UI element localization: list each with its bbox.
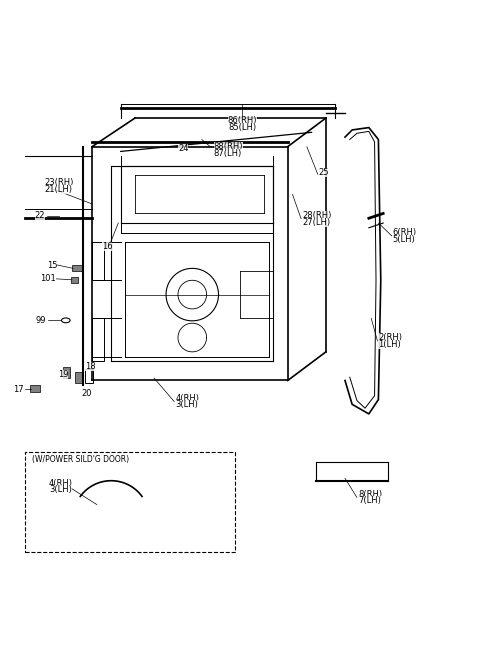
Text: 20: 20 [82, 389, 92, 398]
Text: 24: 24 [178, 144, 189, 153]
Text: (W/POWER SILD'G DOOR): (W/POWER SILD'G DOOR) [33, 455, 130, 464]
Text: 21(LH): 21(LH) [44, 184, 72, 194]
Bar [71, 277, 78, 283]
Bar [92, 242, 104, 280]
Text: 3(LH): 3(LH) [49, 485, 72, 494]
Ellipse shape [61, 318, 70, 323]
Text: 88(RH): 88(RH) [214, 142, 243, 151]
Text: 22: 22 [35, 211, 45, 220]
Text: 85(LH): 85(LH) [228, 123, 256, 132]
Text: 8(RH): 8(RH) [359, 489, 383, 499]
Text: 15: 15 [47, 260, 57, 270]
Bar [85, 369, 94, 383]
Text: 1(LH): 1(LH) [378, 340, 401, 349]
Text: 28(RH): 28(RH) [302, 211, 331, 220]
Text: 17: 17 [13, 384, 24, 394]
Bar [30, 385, 39, 392]
Text: 87(LH): 87(LH) [214, 149, 242, 158]
Text: 99: 99 [36, 316, 46, 325]
Text: 4(RH): 4(RH) [49, 479, 73, 487]
Bar [72, 265, 83, 271]
Text: 18: 18 [85, 361, 96, 371]
Text: 5(LH): 5(LH) [393, 235, 416, 244]
Text: 6(RH): 6(RH) [393, 228, 417, 237]
Bar [75, 373, 82, 383]
Text: 101: 101 [40, 274, 56, 283]
Bar [92, 318, 104, 361]
Text: 2(RH): 2(RH) [378, 333, 402, 342]
Bar [63, 367, 70, 378]
Text: 86(RH): 86(RH) [228, 116, 257, 125]
Text: 25: 25 [319, 169, 329, 177]
Text: 7(LH): 7(LH) [359, 496, 381, 505]
Text: 3(LH): 3(LH) [176, 400, 198, 409]
Text: 16: 16 [102, 242, 112, 251]
Text: 19: 19 [58, 370, 68, 379]
Text: 23(RH): 23(RH) [44, 178, 74, 187]
Text: 27(LH): 27(LH) [302, 218, 330, 226]
Text: 4(RH): 4(RH) [176, 394, 200, 403]
